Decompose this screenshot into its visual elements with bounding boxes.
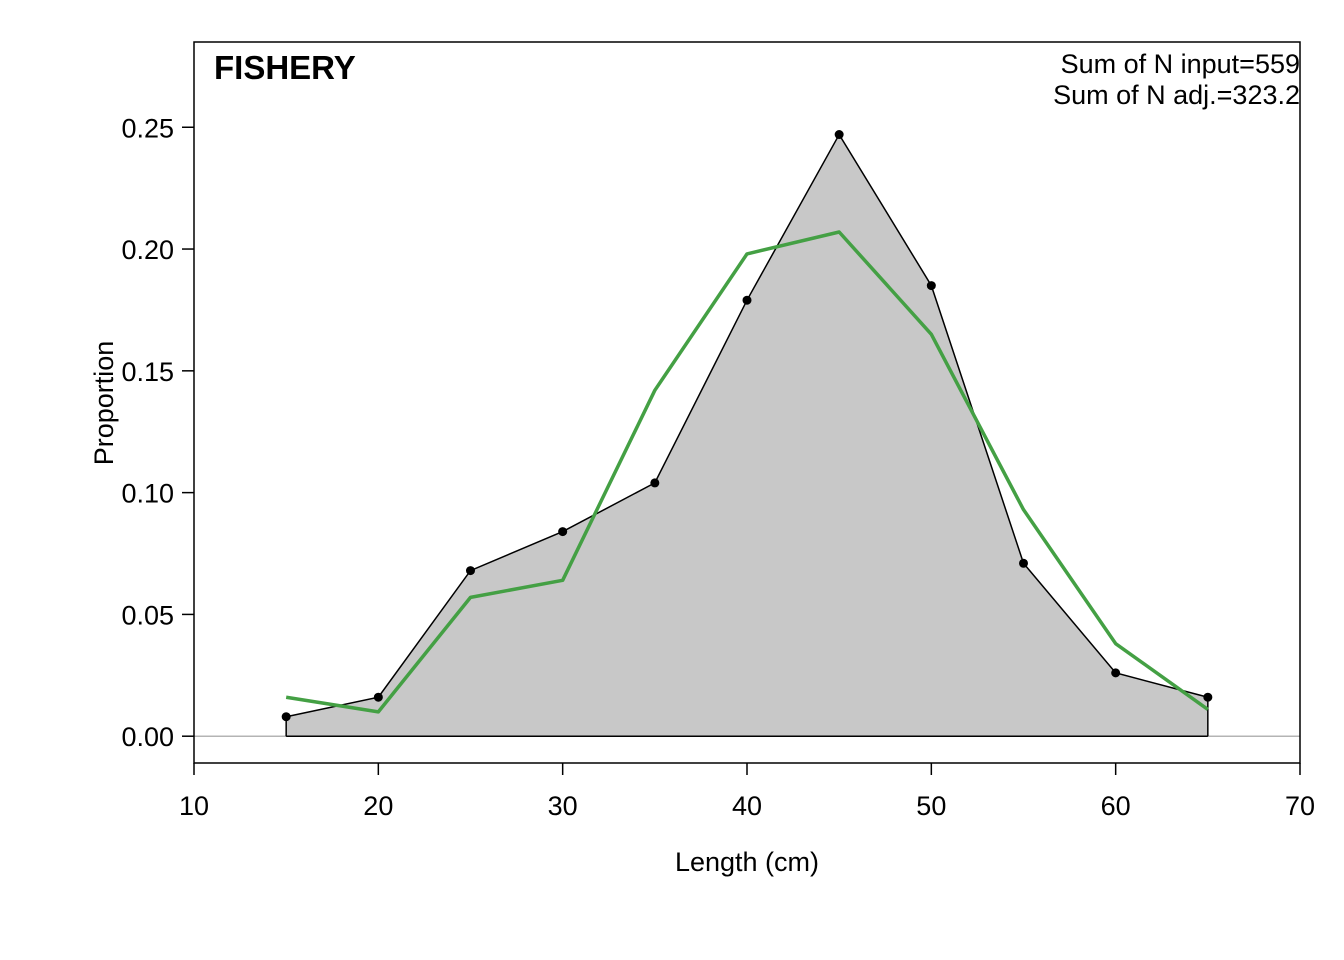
observed-point-20 xyxy=(373,692,383,702)
observed-area xyxy=(286,134,1208,737)
observed-point-25 xyxy=(466,566,475,576)
observed-series-layer xyxy=(281,130,1213,737)
observed-point-60 xyxy=(1111,668,1121,678)
x-tick-label-60: 60 xyxy=(1101,791,1131,821)
observed-point-65 xyxy=(1203,692,1213,702)
y-tick-label-2: 0.10 xyxy=(121,479,174,509)
observed-area-layer xyxy=(286,134,1208,737)
x-tick-label-40: 40 xyxy=(732,791,762,821)
y-tick-label-1: 0.05 xyxy=(121,600,174,630)
x-tick-label-70: 70 xyxy=(1285,791,1315,821)
observed-point-45 xyxy=(834,130,844,140)
y-tick-label-5: 0.25 xyxy=(121,113,174,143)
observed-point-55 xyxy=(1019,558,1028,568)
panel-title: FISHERY xyxy=(214,49,356,86)
y-axis-title: Proportion xyxy=(89,341,119,466)
x-tick-label-20: 20 xyxy=(363,791,393,821)
observed-point-30 xyxy=(558,527,568,537)
observed-point-40 xyxy=(742,295,752,305)
x-tick-label-10: 10 xyxy=(179,791,209,821)
expected-series-layer xyxy=(285,230,1209,714)
x-axis-title: Length (cm) xyxy=(675,847,819,877)
axes-layer: 10 20 30 40 50 60 70 0.00 0.05 0.10 0.15 0.20 0.25 xyxy=(121,113,1315,821)
x-tick-label-50: 50 xyxy=(916,791,946,821)
expected-line xyxy=(285,230,1209,714)
sum-n-input-label: Sum of N input=559 xyxy=(1061,49,1300,79)
y-tick-label-0: 0.00 xyxy=(121,722,174,752)
observed-point-35 xyxy=(650,478,660,488)
x-tick-label-30: 30 xyxy=(548,791,578,821)
observed-point-50 xyxy=(926,281,936,291)
observed-point-15 xyxy=(281,712,291,722)
y-tick-label-3: 0.15 xyxy=(121,357,174,387)
y-tick-label-4: 0.20 xyxy=(121,235,174,265)
sum-n-adjusted-label: Sum of N adj.=323.2 xyxy=(1053,80,1300,110)
